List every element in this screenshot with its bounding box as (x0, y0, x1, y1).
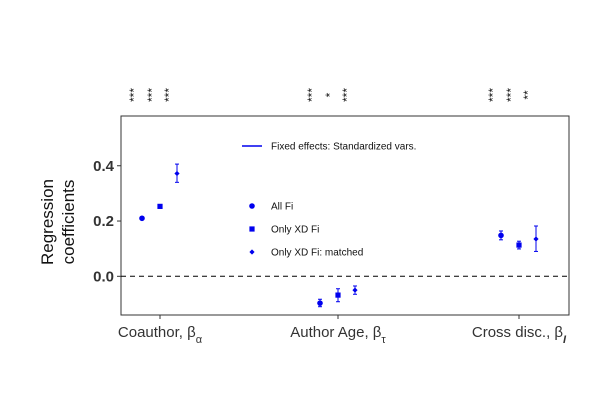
significance-stars: ** (521, 90, 535, 100)
data-point-square (335, 292, 341, 298)
data-point-square (157, 203, 163, 209)
data-point-square (516, 242, 522, 248)
x-axis-categories: Coauthor, βα Author Age, βτ Cross disc., β… (118, 315, 567, 346)
data-points (139, 163, 539, 308)
legend-swatch-diamond (249, 249, 255, 255)
x-category-subscript: τ (381, 334, 386, 346)
data-point-circle (139, 215, 145, 222)
significance-stars: *** (486, 88, 500, 102)
legend-label: Only XD Fi: matched (271, 248, 363, 259)
significance-stars: * (323, 92, 337, 97)
significance-stars: *** (162, 88, 176, 102)
data-point-circle (498, 232, 504, 239)
significance-stars: *** (145, 88, 159, 102)
x-category-label: Author Age, βτ (290, 324, 386, 346)
data-point-diamond (174, 170, 180, 177)
legend-label: Only XD Fi (271, 225, 319, 236)
significance-stars: *** (504, 88, 518, 102)
legend-line-label: Fixed effects: Standardized vars. (271, 142, 416, 153)
y-axis-label-line-1: Regression (38, 179, 57, 265)
y-axis-ticks: 0.0 0.2 0.4 (93, 158, 121, 285)
significance-stars: *** (340, 88, 354, 102)
x-category-subscript: I (563, 334, 567, 346)
legend-label: All Fi (271, 202, 293, 213)
legend-swatch-square (249, 226, 255, 232)
x-category-label: Cross disc., βI (472, 324, 567, 346)
x-category-subscript: α (196, 334, 203, 346)
data-point-diamond (352, 287, 358, 293)
x-category-label: Coauthor, βα (118, 324, 203, 346)
significance-stars: *** (305, 88, 319, 102)
legend-swatch-circle (249, 203, 255, 209)
y-tick-label: 0.0 (93, 268, 114, 285)
y-axis-label-line-2: coefficients (59, 180, 78, 265)
y-tick-label: 0.4 (93, 158, 115, 175)
legend: Fixed effects: Standardized vars. All Fi… (242, 142, 416, 259)
significance-labels: *** *** ****** * ****** *** ** (127, 88, 535, 102)
data-point-diamond (533, 236, 539, 242)
y-tick-label: 0.2 (93, 213, 114, 230)
plot-frame (120, 115, 570, 316)
data-point-circle (317, 300, 323, 306)
significance-stars: *** (127, 88, 141, 102)
